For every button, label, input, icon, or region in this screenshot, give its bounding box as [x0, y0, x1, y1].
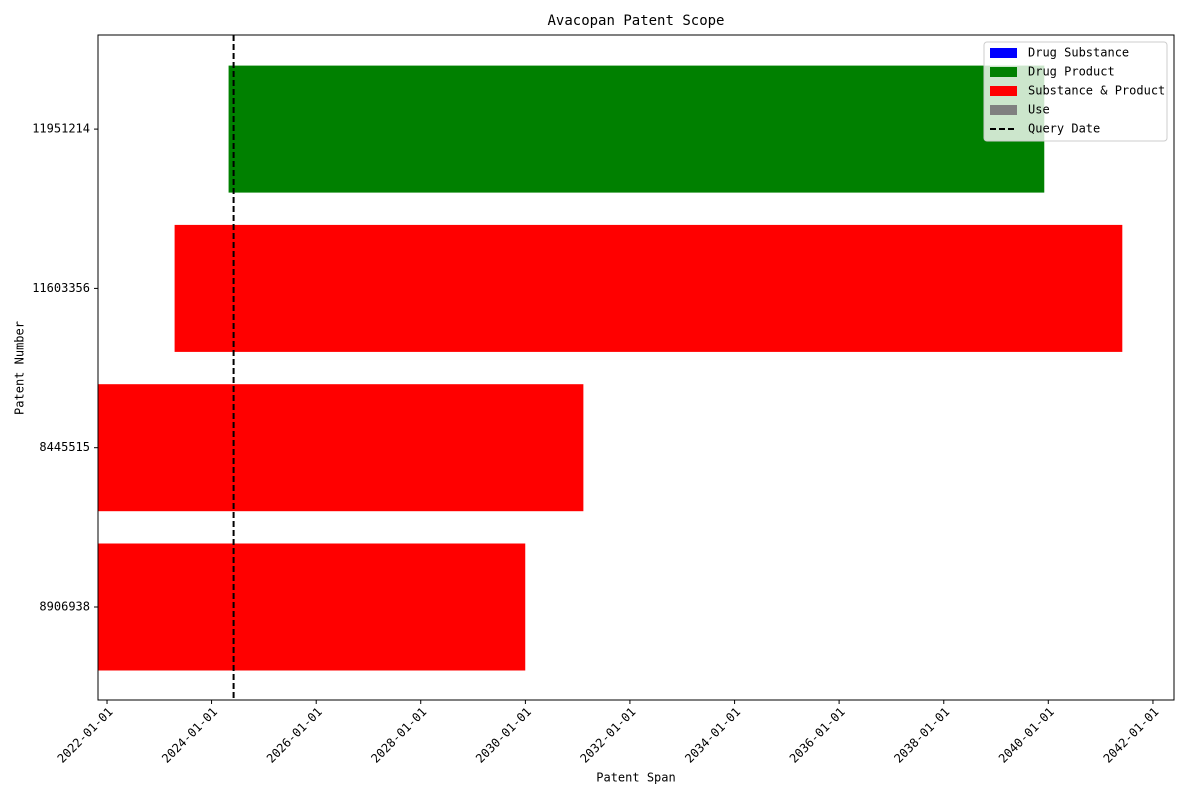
x-axis-label: Patent Span — [596, 771, 675, 785]
legend-label: Query Date — [1028, 122, 1100, 136]
y-axis-label: Patent Number — [13, 321, 27, 415]
bar — [229, 66, 1045, 193]
x-tick-label: 2042-01-01 — [1101, 705, 1162, 766]
legend-swatch — [990, 48, 1017, 58]
x-tick-label: 2036-01-01 — [787, 705, 848, 766]
y-tick-label: 8445515 — [39, 440, 90, 454]
legend-label: Drug Substance — [1028, 46, 1129, 60]
x-tick-label: 2030-01-01 — [473, 705, 534, 766]
chart-title: Avacopan Patent Scope — [547, 13, 724, 29]
bar — [175, 225, 1123, 352]
legend-label: Substance & Product — [1028, 84, 1165, 98]
x-tick-label: 2032-01-01 — [578, 705, 639, 766]
bar — [98, 544, 525, 671]
x-tick-label: 2026-01-01 — [264, 705, 325, 766]
legend-swatch — [990, 105, 1017, 115]
x-tick-label: 2034-01-01 — [682, 705, 743, 766]
legend: Drug Substance Drug Product Substance & Pr… — [984, 42, 1167, 141]
y-tick-label: 8906938 — [39, 600, 90, 614]
legend-swatch — [990, 67, 1017, 77]
y-tick-label: 11603356 — [32, 281, 90, 295]
bar — [98, 384, 583, 511]
legend-swatch — [990, 86, 1017, 96]
x-tick-label: 2024-01-01 — [159, 705, 220, 766]
plot-area — [98, 35, 1122, 700]
x-tick-label: 2028-01-01 — [368, 705, 429, 766]
x-tick-label: 2038-01-01 — [891, 705, 952, 766]
legend-label: Drug Product — [1028, 65, 1115, 79]
x-tick-label: 2022-01-01 — [55, 705, 116, 766]
legend-label: Use — [1028, 103, 1050, 117]
x-tick-label: 2040-01-01 — [996, 705, 1057, 766]
y-tick-label: 11951214 — [32, 122, 90, 136]
